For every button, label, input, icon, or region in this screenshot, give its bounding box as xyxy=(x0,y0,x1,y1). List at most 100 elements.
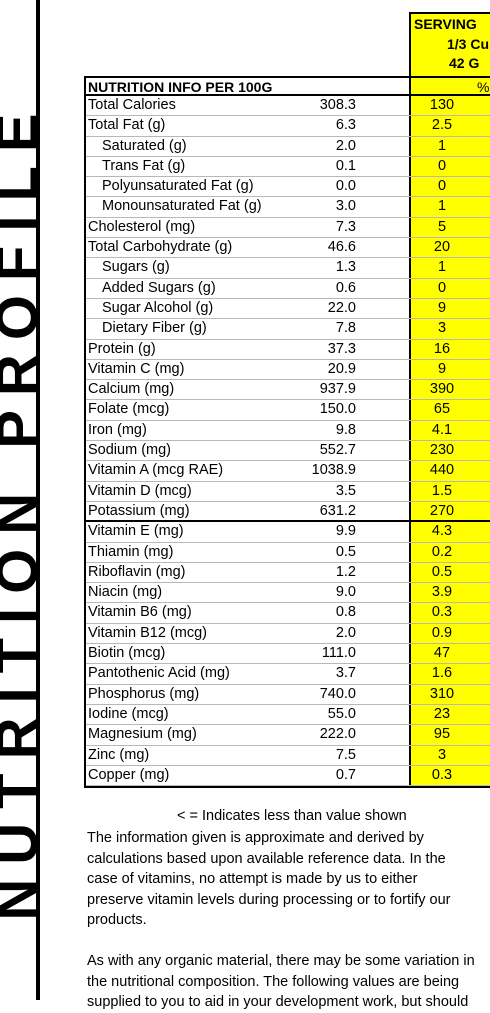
table-row: Total Fat (g) 6.3 2.5 xyxy=(84,116,490,137)
paragraph-1-line: The information given is approximate and… xyxy=(87,830,424,846)
serving-value: 0.3 xyxy=(431,766,453,783)
table-row: Vitamin D (mcg) 3.5 1.5 xyxy=(84,482,490,502)
nutrient-name: Niacin (mg) xyxy=(88,584,163,601)
nutrient-value: 222.0 xyxy=(319,726,356,743)
nutrient-value: 631.2 xyxy=(319,502,356,519)
nutrient-name: Riboflavin (mg) xyxy=(88,563,186,580)
nutrient-name: Iron (mg) xyxy=(88,421,147,438)
nutrient-name: Protein (g) xyxy=(88,340,156,357)
nutrient-name: Vitamin B12 (mcg) xyxy=(88,624,207,641)
serving-value: 1 xyxy=(437,259,447,276)
nutrient-value: 3.5 xyxy=(335,482,356,499)
table-row: Thiamin (mg) 0.5 0.2 xyxy=(84,543,490,563)
table-row: Sugars (g) 1.3 1 xyxy=(84,258,490,279)
serving-size: 1/3 Cu xyxy=(447,36,490,52)
serving-value: 20 xyxy=(433,239,451,256)
nutrient-value: 3.0 xyxy=(335,198,356,215)
left-border-line xyxy=(36,0,40,1000)
nutrient-value: 0.1 xyxy=(335,157,356,174)
nutrient-value: 740.0 xyxy=(319,685,356,702)
table-row: Vitamin A (mcg RAE) 1038.9 440 xyxy=(84,461,490,482)
serving-value: 2.5 xyxy=(431,117,453,134)
nutrient-value: 0.0 xyxy=(335,178,356,195)
nutrient-name: Saturated (g) xyxy=(102,137,187,154)
table-row: Zinc (mg) 7.5 3 xyxy=(84,746,490,766)
table-row: Vitamin B12 (mcg) 2.0 0.9 xyxy=(84,624,490,645)
table-row: Trans Fat (g) 0.1 0 xyxy=(84,157,490,178)
table-row: Sugar Alcohol (g) 22.0 9 xyxy=(84,299,490,320)
paragraph-2-line: As with any organic material, there may … xyxy=(87,953,475,969)
serving-value: 0 xyxy=(437,157,447,174)
table-row: Sodium (mg) 552.7 230 xyxy=(84,441,490,462)
table-bottom-border xyxy=(84,786,490,788)
nutrient-value: 20.9 xyxy=(327,360,356,377)
nutrient-value: 1.3 xyxy=(335,259,356,276)
serving-value: 0 xyxy=(437,178,447,195)
table-row: Iron (mg) 9.8 4.1 xyxy=(84,421,490,442)
table-row: Total Carbohydrate (g) 46.6 20 xyxy=(84,238,490,259)
serving-value: 95 xyxy=(433,726,451,743)
side-title: NUTRITION PROFILE xyxy=(0,99,50,921)
nutrient-name: Copper (mg) xyxy=(88,766,170,783)
serving-value: 1.5 xyxy=(431,482,453,499)
table-header: NUTRITION INFO PER 100G % xyxy=(84,76,490,96)
serving-value: 230 xyxy=(429,442,455,459)
paragraph-1-line: calculations based upon available refere… xyxy=(87,850,446,867)
nutrient-value: 22.0 xyxy=(327,299,356,316)
serving-value: 4.1 xyxy=(431,421,453,438)
table-row: Iodine (mcg) 55.0 23 xyxy=(84,705,490,726)
nutrient-name: Total Calories xyxy=(88,97,176,113)
nutrient-value: 0.6 xyxy=(335,279,356,296)
paragraph-2-line: the nutritional composition. The followi… xyxy=(87,973,460,990)
serving-value: 3.9 xyxy=(431,584,453,601)
nutrient-value: 7.8 xyxy=(335,320,356,337)
table-row: Copper (mg) 0.7 0.3 xyxy=(84,766,490,787)
table-row: Monounsaturated Fat (g) 3.0 1 xyxy=(84,197,490,218)
nutrient-value: 111.0 xyxy=(321,645,356,662)
paragraph-1: The information given is approximate and… xyxy=(87,828,490,931)
serving-value: 130 xyxy=(429,97,455,113)
table-row: Phosphorus (mg) 740.0 310 xyxy=(84,685,490,705)
nutrient-name: Sugar Alcohol (g) xyxy=(102,299,214,316)
table-row: Added Sugars (g) 0.6 0 xyxy=(84,279,490,299)
nutrient-name: Total Fat (g) xyxy=(88,117,166,134)
nutrient-name: Vitamin C (mg) xyxy=(88,360,185,377)
serving-value: 0.2 xyxy=(431,543,453,560)
nutrient-value: 9.9 xyxy=(335,523,356,540)
nutrient-value: 46.6 xyxy=(327,239,356,256)
table-row: Dietary Fiber (g) 7.8 3 xyxy=(84,319,490,340)
serving-value: 9 xyxy=(437,299,447,316)
nutrient-value: 7.3 xyxy=(335,218,356,235)
nutrient-value: 37.3 xyxy=(327,340,356,357)
nutrient-name: Thiamin (mg) xyxy=(88,543,174,560)
serving-value: 0.3 xyxy=(431,604,453,621)
nutrient-name: Vitamin A (mcg RAE) xyxy=(88,462,224,479)
serving-title: SERVING xyxy=(414,16,477,32)
serving-value: 0.5 xyxy=(431,563,453,580)
table-row: Riboflavin (mg) 1.2 0.5 xyxy=(84,563,490,584)
serving-value: 47 xyxy=(433,645,451,662)
nutrient-name: Vitamin D (mcg) xyxy=(88,482,192,499)
nutrient-value: 552.7 xyxy=(319,442,356,459)
nutrient-name: Calcium (mg) xyxy=(88,381,175,398)
nutrition-table: NUTRITION INFO PER 100G % Total Calories… xyxy=(84,76,490,787)
table-row: Biotin (mcg) 111.0 47 xyxy=(84,644,490,665)
serving-value: 3 xyxy=(437,320,447,337)
serving-value: 390 xyxy=(429,381,455,398)
nutrient-name: Iodine (mcg) xyxy=(88,705,169,722)
nutrient-name: Dietary Fiber (g) xyxy=(102,320,207,337)
serving-value: 1.6 xyxy=(431,665,453,682)
table-row: Total Calories 308.3 130 xyxy=(84,96,490,117)
nutrient-name: Phosphorus (mg) xyxy=(88,685,200,702)
serving-value: 65 xyxy=(433,401,451,418)
nutrient-name: Added Sugars (g) xyxy=(102,279,216,296)
nutrient-name: Potassium (mg) xyxy=(88,502,190,519)
table-row: Niacin (mg) 9.0 3.9 xyxy=(84,583,490,604)
nutrient-value: 0.5 xyxy=(335,543,356,560)
nutrient-value: 0.8 xyxy=(335,604,356,621)
table-row: Vitamin B6 (mg) 0.8 0.3 xyxy=(84,603,490,624)
serving-value: 23 xyxy=(433,705,451,722)
table-row: Magnesium (mg) 222.0 95 xyxy=(84,725,490,746)
table-row: Folate (mcg) 150.0 65 xyxy=(84,400,490,421)
serving-header: SERVING 1/3 Cu 42 G xyxy=(409,12,490,78)
